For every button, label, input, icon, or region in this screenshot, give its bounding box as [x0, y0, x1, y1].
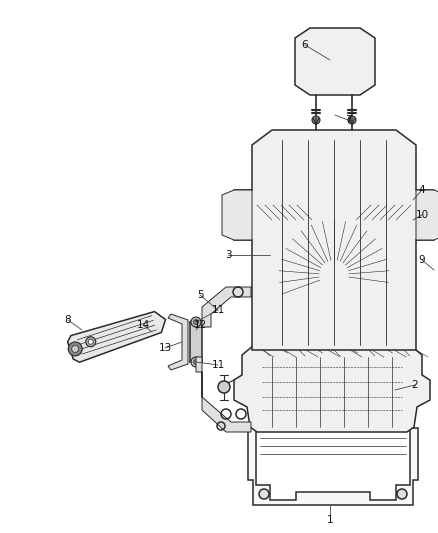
Circle shape	[68, 342, 82, 356]
Text: 6: 6	[302, 40, 308, 50]
Text: 2: 2	[412, 380, 418, 390]
Circle shape	[348, 116, 356, 124]
Circle shape	[397, 489, 407, 499]
Circle shape	[86, 337, 96, 347]
Text: 5: 5	[197, 290, 203, 300]
Circle shape	[312, 116, 320, 124]
Polygon shape	[234, 345, 430, 432]
Polygon shape	[67, 312, 166, 362]
Polygon shape	[222, 190, 252, 240]
Circle shape	[191, 317, 201, 327]
Text: 8: 8	[65, 315, 71, 325]
Circle shape	[191, 357, 201, 367]
Polygon shape	[202, 287, 251, 327]
Text: 11: 11	[212, 360, 225, 370]
Polygon shape	[295, 28, 375, 95]
Text: 1: 1	[327, 515, 333, 525]
Text: 9: 9	[419, 255, 425, 265]
Polygon shape	[416, 190, 438, 240]
Text: 12: 12	[193, 320, 207, 330]
Polygon shape	[168, 314, 188, 370]
Polygon shape	[234, 130, 434, 350]
Polygon shape	[196, 357, 251, 432]
Polygon shape	[190, 322, 202, 362]
Text: 3: 3	[225, 250, 231, 260]
Polygon shape	[248, 428, 418, 505]
Circle shape	[194, 319, 198, 325]
Text: 7: 7	[345, 115, 351, 125]
Circle shape	[259, 489, 269, 499]
Text: 10: 10	[415, 210, 428, 220]
Text: 14: 14	[136, 320, 150, 330]
Text: 11: 11	[212, 305, 225, 315]
Text: 13: 13	[159, 343, 172, 353]
Circle shape	[218, 381, 230, 393]
Circle shape	[194, 359, 198, 365]
Circle shape	[88, 339, 93, 344]
Text: 4: 4	[419, 185, 425, 195]
Circle shape	[72, 345, 79, 352]
